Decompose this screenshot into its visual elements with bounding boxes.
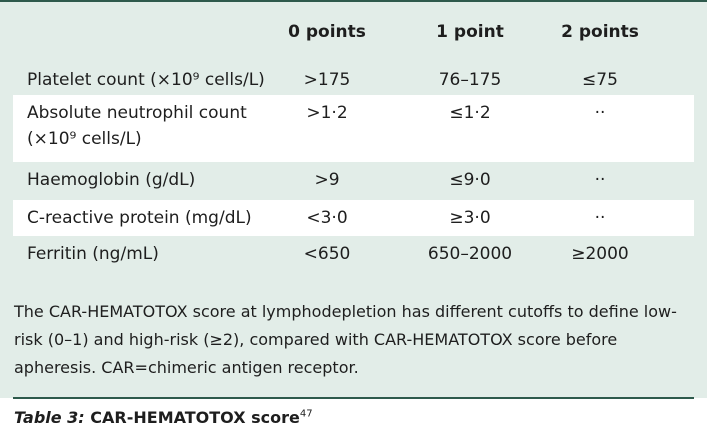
table-cell: ≤75 bbox=[582, 70, 618, 90]
table-cell: ·· bbox=[594, 170, 606, 190]
table-panel: 0 points 1 point 2 points Platelet count (×… bbox=[0, 0, 707, 398]
table-row: Ferritin (ng/mL) <650 650–2000 ≥2000 bbox=[13, 236, 694, 276]
row-label: C-reactive protein (mg/dL) bbox=[27, 208, 252, 228]
rule bbox=[13, 397, 694, 399]
table-cell: <650 bbox=[303, 244, 351, 264]
caption-label: Table 3: bbox=[14, 408, 85, 427]
caption-ref: 47 bbox=[299, 408, 313, 420]
column-header: 0 points bbox=[288, 22, 366, 42]
row-label: Platelet count (×10⁹ cells/L) bbox=[27, 70, 265, 90]
row-label: Ferritin (ng/mL) bbox=[27, 244, 159, 264]
row-label: Haemoglobin (g/dL) bbox=[27, 170, 196, 190]
table-row: Haemoglobin (g/dL) >9 ≤9·0 ·· bbox=[13, 162, 694, 200]
column-header: 2 points bbox=[561, 22, 639, 42]
footnote: The CAR-HEMATOTOX score at lymphodepleti… bbox=[14, 302, 677, 377]
table-cell: ·· bbox=[594, 208, 606, 228]
table-cell: 76–175 bbox=[438, 70, 502, 90]
column-header: 1 point bbox=[436, 22, 504, 42]
table-row: C-reactive protein (mg/dL) <3·0 ≥3·0 ·· bbox=[13, 200, 694, 236]
table-cell: ≥2000 bbox=[571, 244, 629, 264]
row-label: Absolute neutrophil count (×10⁹ cells/L) bbox=[27, 103, 247, 149]
caption-title: CAR-HEMATOTOX score bbox=[90, 408, 300, 427]
table-cell: <3·0 bbox=[306, 208, 348, 228]
table-cell: >1·2 bbox=[306, 103, 348, 123]
table-cell: >175 bbox=[303, 70, 351, 90]
table-cell: 650–2000 bbox=[427, 244, 513, 264]
caption: Table 3: CAR-HEMATOTOX score47 bbox=[14, 408, 313, 427]
table-cell: ≤1·2 bbox=[449, 103, 491, 123]
table-cell: ≤9·0 bbox=[449, 170, 491, 190]
table-cell: ·· bbox=[594, 103, 606, 123]
table-row: Absolute neutrophil count (×10⁹ cells/L)… bbox=[13, 95, 694, 162]
table-cell: ≥3·0 bbox=[449, 208, 491, 228]
table-cell: >9 bbox=[314, 170, 340, 190]
table-row: Platelet count (×10⁹ cells/L) >175 76–175 ≤… bbox=[13, 62, 694, 95]
